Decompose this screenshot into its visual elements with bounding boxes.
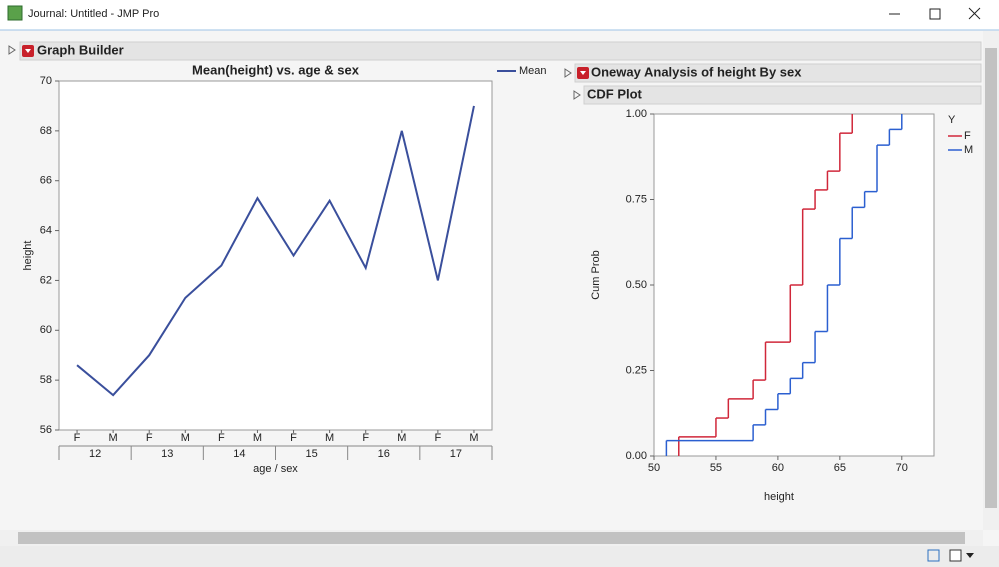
chart-title: Mean(height) vs. age & sex [192,62,360,77]
y-axis-label: Cum Prob [590,250,602,300]
x-tick-label: 50 [648,462,660,474]
group-label: 17 [450,448,462,460]
window-icon[interactable] [949,549,962,562]
data-line [76,105,475,397]
x-tick-label: M [181,432,190,444]
y-tick-label: 1.00 [626,108,647,120]
title-bar [0,0,999,30]
y-tick-label: 66 [40,175,52,187]
y-tick-label: 0.50 [626,279,647,291]
panel-header[interactable] [19,41,982,61]
home-icon[interactable] [927,549,940,562]
app-icon [7,5,23,21]
y-tick-label: 0.25 [626,364,647,376]
x-tick-label: M [325,432,334,444]
y-tick-label: 62 [40,274,52,286]
disclosure[interactable] [8,45,16,55]
y-tick-label: 56 [40,424,52,436]
x-tick-label: M [109,432,118,444]
x-tick-label: 60 [772,462,784,474]
x-tick-label: 65 [834,462,846,474]
group-label: 12 [89,448,101,460]
y-tick-label: 0.00 [626,450,647,462]
close-button[interactable] [968,7,981,20]
disclosure[interactable] [573,90,581,100]
scroll-thumb[interactable] [985,48,997,508]
x-tick-label: 55 [710,462,722,474]
x-axis-label: age / sex [253,463,298,475]
maximize-button[interactable] [929,8,941,20]
y-tick-label: 60 [40,324,52,336]
x-tick-label: M [253,432,262,444]
y-axis-label: height [22,241,34,271]
panel-title: Graph Builder [37,42,124,57]
red-triangle-glyph [25,49,31,53]
x-tick-label: F [362,432,369,444]
x-tick-label: M [469,432,478,444]
x-tick-label: F [74,432,81,444]
disclosure[interactable] [564,68,572,78]
y-tick-label: 0.75 [626,193,647,205]
y-tick-label: 64 [40,224,52,236]
status-bar [0,546,999,567]
legend-label: Mean [519,65,547,77]
x-tick-label: F [435,432,442,444]
legend-title: Y [948,114,956,126]
panel-title: Oneway Analysis of height By sex [591,64,802,79]
group-label: 14 [233,448,245,460]
group-label: 16 [378,448,390,460]
panel-title: CDF Plot [587,86,643,101]
legend-label: F [964,130,971,142]
y-tick-label: 70 [40,75,52,87]
plot-frame [58,80,493,431]
dropdown-icon[interactable] [966,553,974,558]
group-label: 15 [305,448,317,460]
panel-header[interactable] [583,85,982,105]
x-tick-label: M [397,432,406,444]
group-label: 13 [161,448,173,460]
x-axis-label: height [764,491,794,503]
x-tick-label: F [146,432,153,444]
x-tick-label: F [218,432,225,444]
red-triangle-glyph [580,71,586,75]
scroll-thumb[interactable] [18,532,965,544]
x-tick-label: F [290,432,297,444]
x-tick-label: 70 [896,462,908,474]
y-tick-label: 68 [40,125,52,137]
legend-label: M [964,144,973,156]
panel-header[interactable] [574,63,982,83]
y-tick-label: 58 [40,374,52,386]
window-title: Journal: Untitled - JMP Pro [28,8,159,20]
